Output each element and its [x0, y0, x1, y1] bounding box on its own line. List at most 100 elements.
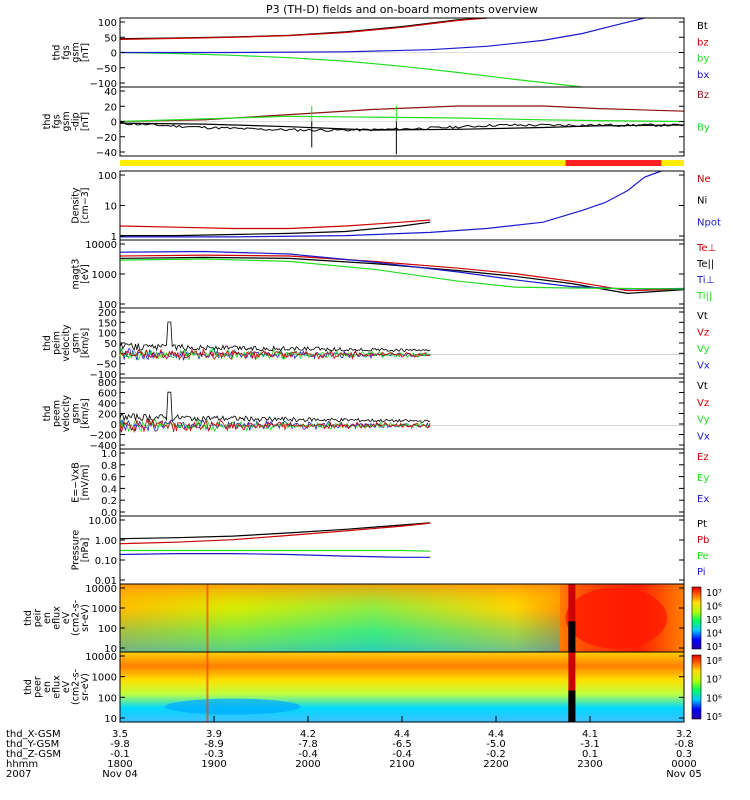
y-tick-label: 100	[98, 300, 117, 311]
y-axis-label: thd	[42, 335, 53, 351]
x-tick-label: -5.0	[486, 739, 506, 750]
y-axis-label: eV	[61, 611, 72, 624]
legend-entry: Te⊥	[696, 243, 716, 254]
y-axis-label: [nT]	[80, 43, 91, 62]
y-tick-label: 100	[98, 624, 117, 635]
colorbar	[691, 586, 702, 650]
legend-entry: Vz	[697, 328, 709, 339]
y-tick-label: 10	[104, 644, 117, 655]
x-tick-label: 2300	[577, 759, 602, 770]
y-tick-label: 10000	[85, 652, 117, 663]
x-tick-label: 0.1	[582, 749, 598, 760]
x-tick-label: -6.5	[392, 739, 412, 750]
legend-entry: bz	[697, 37, 709, 48]
y-tick-label: 1000	[92, 604, 117, 615]
legend-entry: bx	[697, 70, 709, 81]
date-start-label: Nov 04	[102, 769, 137, 780]
series-line-Ti||	[119, 258, 685, 290]
colorbar-label: 10⁷	[706, 675, 722, 686]
data-gap-stripe	[568, 652, 576, 722]
legend-entry: Ti||	[696, 291, 712, 302]
axis-row-label: hhmm	[6, 759, 38, 770]
y-tick-label: 0.4	[101, 484, 117, 495]
y-tick-label: −100	[90, 79, 117, 90]
colorbar-label: 10⁴	[706, 629, 722, 640]
y-axis-label: magt3	[71, 259, 82, 290]
series-line-Npot	[120, 170, 662, 238]
y-axis-label: peir	[33, 609, 44, 628]
y-tick-label: −50	[96, 360, 117, 371]
y-axis-label: eflux	[52, 675, 63, 699]
x-tick-label: 0.3	[676, 749, 692, 760]
legend-entry: Npot	[697, 217, 721, 228]
y-axis-label: [km/s]	[80, 398, 91, 428]
legend-entry: Pi	[697, 567, 706, 578]
y-tick-label: 100	[98, 693, 117, 704]
y-axis-label: sr-eV)	[80, 673, 91, 701]
y-axis-label: [nPa]	[80, 538, 91, 563]
x-tick-label: 2100	[389, 759, 414, 770]
series-line-Vz	[119, 348, 431, 361]
y-axis-label: velocity	[61, 395, 72, 433]
y-tick-label: 10.00	[88, 516, 117, 527]
x-tick-label: 0000	[671, 759, 696, 770]
x-tick-label: -9.8	[110, 739, 130, 750]
axis-row-label: 2007	[6, 769, 31, 780]
legend-entry: Ni	[697, 196, 707, 207]
y-axis-label: sr-eV)	[80, 604, 91, 632]
y-tick-label: −20	[96, 133, 117, 144]
panel-bg	[120, 449, 684, 516]
y-tick-label: −400	[90, 441, 117, 452]
y-axis-label: gsm	[71, 403, 82, 423]
y-tick-label: 100	[98, 329, 117, 340]
series-line-Ni	[120, 221, 431, 237]
x-tick-label: 3.5	[112, 729, 128, 740]
y-tick-label: 1000	[92, 270, 117, 281]
series-line-Pt	[119, 522, 431, 540]
y-tick-label: 50	[104, 339, 117, 350]
y-tick-label: 0.0	[101, 508, 117, 519]
data-gap-stripe	[568, 584, 576, 652]
y-axis-label: (cm2-s-	[71, 669, 82, 705]
series-line-Vy	[119, 418, 431, 433]
y-tick-label: 1	[111, 232, 117, 243]
x-tick-label: 3.9	[206, 729, 222, 740]
series-line-Vy	[119, 347, 431, 361]
y-axis-label: en	[42, 612, 53, 624]
legend-entry: Vt	[697, 381, 708, 392]
y-axis-label: gsm	[71, 333, 82, 353]
colorbar-label: 10⁵	[706, 615, 722, 626]
colorbar	[691, 654, 702, 720]
x-tick-label: -0.8	[674, 739, 694, 750]
y-tick-label: −100	[90, 370, 117, 381]
y-axis-label: eV	[61, 680, 72, 693]
y-axis-label: gsm	[61, 111, 72, 131]
x-tick-label: -0.4	[392, 749, 412, 760]
y-axis-label: en	[42, 681, 53, 693]
y-axis-label: thd	[42, 114, 53, 130]
mode-bar-fast	[565, 160, 662, 166]
series-line-Vt	[119, 391, 431, 423]
y-tick-label: 600	[98, 389, 117, 400]
spectrogram-cool-region	[165, 698, 301, 715]
y-tick-label: −200	[90, 431, 117, 442]
y-tick-label: 200	[98, 410, 117, 421]
legend-entry: Pb	[697, 535, 709, 546]
x-tick-label: -7.8	[298, 739, 318, 750]
y-tick-label: 0	[111, 420, 117, 431]
figure-title: P3 (TH-D) fields and on-board moments ov…	[266, 3, 538, 16]
colorbar-label: 10⁶	[706, 693, 722, 704]
y-axis-label: velocity	[61, 324, 72, 362]
y-tick-label: 0.01	[95, 576, 117, 587]
x-tick-label: 1800	[107, 759, 132, 770]
legend-entry: Bt	[697, 21, 708, 32]
x-tick-label: -0.4	[298, 749, 318, 760]
y-axis-label: [nT]	[80, 112, 91, 131]
y-axis-label: [km/s]	[80, 328, 91, 358]
y-tick-label: 0.2	[101, 496, 117, 507]
series-line-Vt	[119, 321, 431, 353]
panel-bg	[120, 240, 684, 308]
y-axis-label: thd	[23, 610, 34, 626]
y-tick-label: 0.10	[95, 556, 117, 567]
